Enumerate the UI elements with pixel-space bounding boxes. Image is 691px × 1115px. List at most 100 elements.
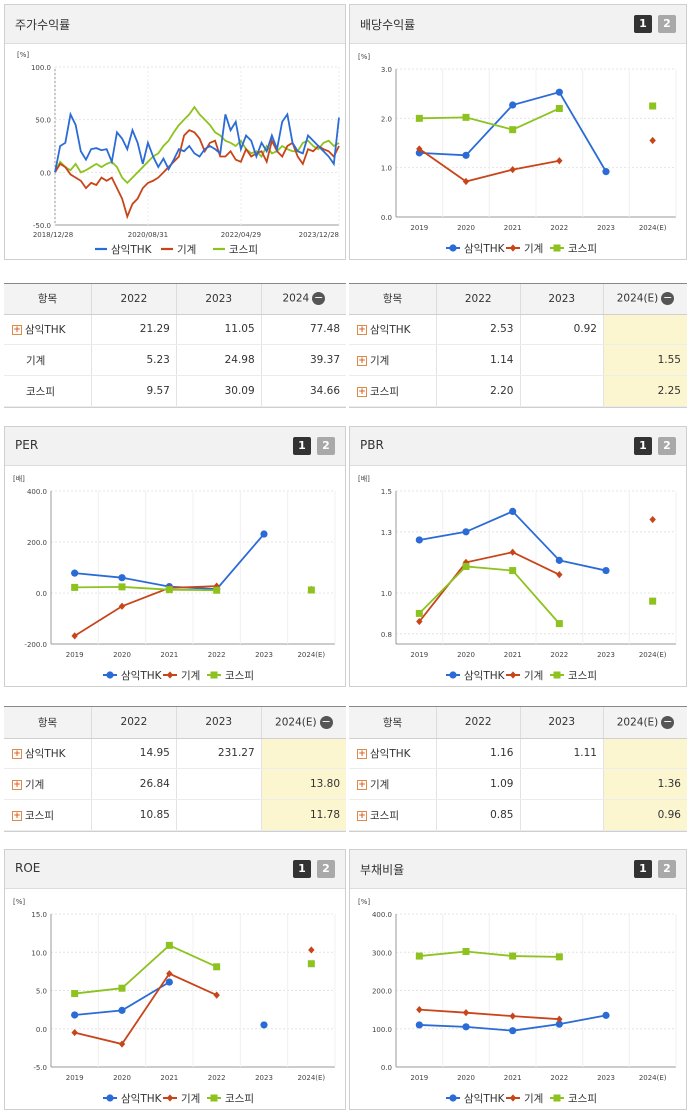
y-tick-label: 15.0 [31, 911, 47, 919]
page-2-button[interactable]: 2 [658, 860, 676, 878]
data-point [649, 515, 656, 524]
series-line [74, 585, 217, 592]
page-1-button[interactable]: 1 [293, 437, 311, 455]
col-header-2023: 2023 [519, 284, 604, 315]
x-tick-label: 2020 [457, 224, 475, 232]
series-line [54, 129, 340, 220]
cell: 231.27 [175, 738, 262, 770]
col-header-2024-label: 2024 [282, 292, 310, 305]
legend-label: 코스피 [225, 670, 254, 682]
cell: 10.85 [91, 799, 177, 831]
data-point [553, 671, 561, 679]
data-point [462, 113, 470, 121]
col-header-item: 항목 [4, 707, 92, 739]
data-point [166, 671, 174, 679]
data-point [556, 571, 563, 579]
x-tick-label: 2023 [255, 651, 273, 659]
expand-icon[interactable]: + [12, 810, 22, 821]
legend-label: 삼익THK [464, 1093, 506, 1105]
expand-icon[interactable]: + [357, 324, 367, 335]
y-tick-label: 200.0 [372, 988, 392, 996]
legend-label: 삼익THK [121, 670, 163, 682]
data-point [509, 166, 516, 174]
cell [603, 738, 687, 770]
collapse-icon[interactable]: − [661, 291, 675, 306]
unit-label: [배] [13, 474, 25, 483]
cell: 1.11 [519, 738, 604, 770]
y-tick-label: 1.3 [381, 529, 392, 537]
series [415, 947, 563, 961]
cell: 5.23 [91, 344, 177, 377]
cell: 9.57 [91, 375, 177, 407]
data-point [509, 126, 517, 134]
y-tick-label: -200.0 [24, 641, 47, 649]
series [71, 583, 315, 594]
col-header-2022: 2022 [91, 284, 177, 315]
data-point [449, 671, 457, 679]
x-tick-label: 2020 [113, 1074, 131, 1082]
col-header-item: 항목 [349, 707, 437, 739]
page-1-button[interactable]: 1 [634, 437, 652, 455]
collapse-icon[interactable]: − [312, 291, 326, 306]
series-line [74, 944, 218, 995]
legend-label: 삼익THK [121, 1093, 163, 1105]
data-point [165, 586, 173, 594]
row-label: 기계 [25, 778, 45, 791]
expand-icon[interactable]: + [357, 779, 367, 790]
row-label: 기계 [370, 354, 390, 367]
y-tick-label: 0.0 [381, 1064, 392, 1072]
page-2-button[interactable]: 2 [317, 437, 335, 455]
page-1-button[interactable]: 1 [634, 860, 652, 878]
data-point [509, 101, 517, 109]
x-tick-label: 2022 [208, 1074, 226, 1082]
page-1-button[interactable]: 1 [634, 15, 652, 33]
data-point [213, 991, 220, 999]
expand-icon[interactable]: + [357, 386, 367, 397]
page-2-button[interactable]: 2 [317, 860, 335, 878]
page-1-button[interactable]: 1 [293, 860, 311, 878]
expand-icon[interactable]: + [12, 779, 22, 790]
series-line [418, 551, 560, 623]
y-tick-label: 50.0 [35, 117, 51, 125]
cell: 30.09 [175, 375, 262, 407]
collapse-icon[interactable]: − [319, 714, 333, 729]
table-row: + 기계 1.09 1.36 [349, 768, 687, 801]
unit-label: [%] [358, 53, 370, 61]
data-point [210, 1094, 218, 1102]
series-line [419, 107, 560, 131]
expand-icon[interactable]: + [357, 748, 367, 759]
legend-item: 코스피 [550, 670, 597, 682]
x-tick-label: 2023/12/28 [299, 231, 339, 239]
page-2-button[interactable]: 2 [658, 15, 676, 33]
data-point [71, 990, 79, 998]
roe-panel: ROE 1 2 [%] 15.0 10.0 5.0 0.0 -5.0 2019 2020 202… [4, 849, 346, 1110]
expand-icon[interactable]: + [357, 355, 367, 366]
series-line [74, 972, 218, 1046]
expand-icon[interactable]: + [12, 748, 22, 759]
data-point [462, 151, 470, 159]
legend-item: 삼익THK [103, 1093, 163, 1105]
cell: 39.37 [260, 344, 346, 377]
data-point [649, 136, 656, 145]
cell: 77.48 [260, 314, 346, 346]
legend-item: 삼익THK [446, 670, 506, 682]
panel-header: PER 1 2 [5, 427, 345, 466]
expand-icon[interactable]: + [357, 810, 367, 821]
x-tick-label: 2023 [597, 224, 615, 232]
data-point [449, 244, 457, 252]
y-tick-label: 0.8 [381, 631, 392, 639]
x-tick-label: 2022 [550, 651, 568, 659]
collapse-icon[interactable]: − [661, 714, 675, 729]
cell: 21.29 [91, 314, 177, 346]
legend-item: 기계 [163, 670, 200, 682]
expand-icon[interactable]: + [12, 324, 22, 335]
page-2-button[interactable]: 2 [658, 437, 676, 455]
series [415, 507, 610, 575]
legend-item: 기계 [506, 670, 543, 682]
row-label: 코스피 [25, 809, 54, 822]
x-tick-label: 2023 [255, 1074, 273, 1082]
panel-title: 배당수익률 [360, 18, 416, 32]
unit-label: [%] [358, 898, 370, 906]
cell: 1.36 [603, 768, 687, 801]
x-tick-label: 2021 [504, 1074, 522, 1082]
